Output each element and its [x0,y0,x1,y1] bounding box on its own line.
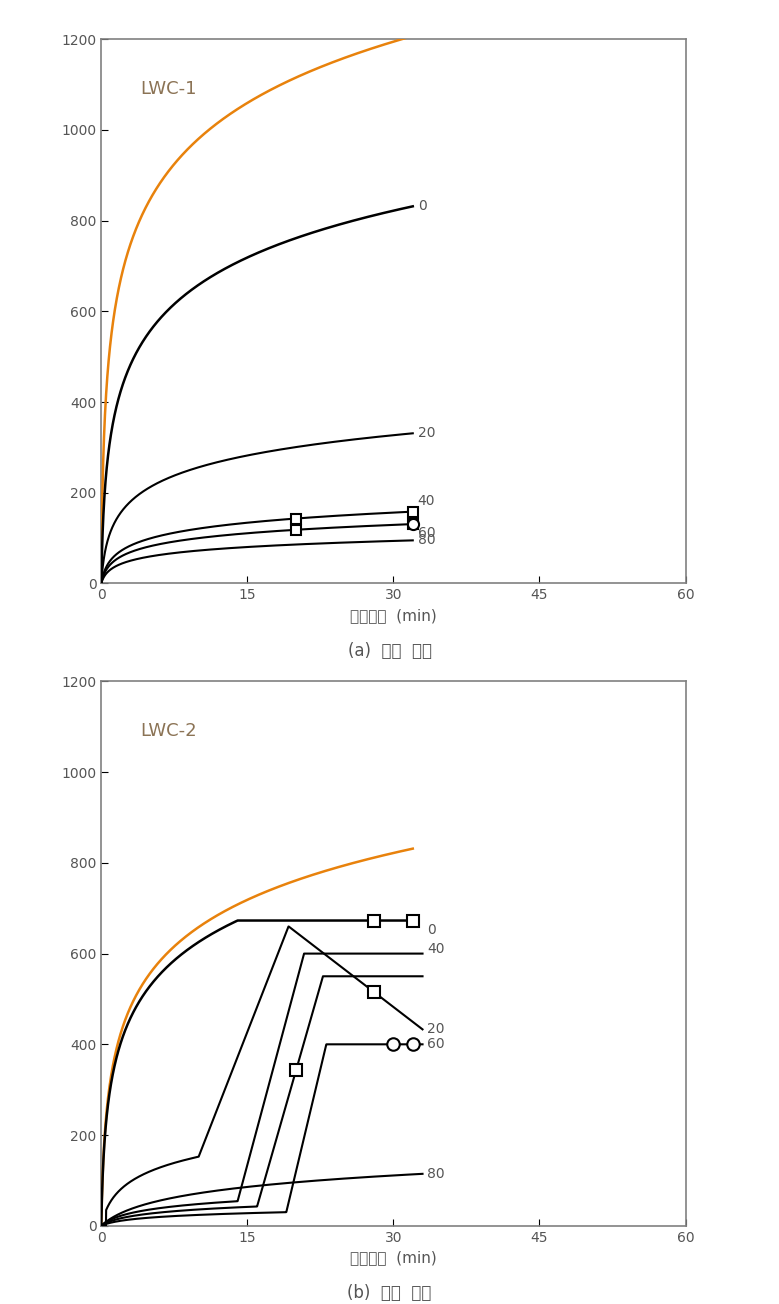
Text: LWC-1: LWC-1 [140,80,197,98]
Text: 80: 80 [428,1167,445,1181]
Text: 20: 20 [418,426,435,441]
Text: 20: 20 [428,1022,445,1037]
Text: 40: 40 [428,941,445,956]
X-axis label: 가열시간  (min): 가열시간 (min) [350,608,437,623]
Text: 0: 0 [428,923,436,936]
Text: LWC-2: LWC-2 [140,722,197,739]
Text: (a)  폭렬  없음: (a) 폭렬 없음 [347,642,432,660]
X-axis label: 가열시간  (min): 가열시간 (min) [350,1251,437,1265]
Text: 40: 40 [418,494,435,509]
Text: 60: 60 [418,527,435,540]
Text: (b)  폭렬  발생: (b) 폭렬 발생 [347,1284,432,1303]
Text: 0: 0 [418,200,426,214]
Text: 60: 60 [428,1037,445,1051]
Text: 80: 80 [418,533,435,548]
